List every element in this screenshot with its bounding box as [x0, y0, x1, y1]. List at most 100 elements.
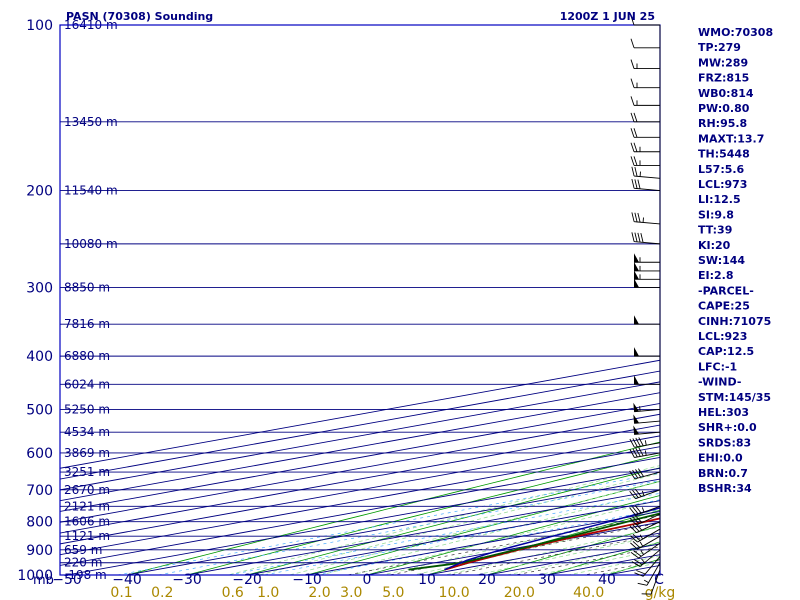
isotherm-line [64, 467, 660, 575]
wind-barb-feather [632, 489, 639, 498]
mixing-ratio-tick-label: 20.0 [504, 585, 535, 600]
wind-barb-half-feather [641, 507, 645, 513]
wind-barb-feather [630, 128, 635, 138]
wind-barb [629, 488, 661, 500]
index-item: WB0:814 [698, 87, 754, 100]
mixing-ratio-tick-label: 0.2 [151, 585, 173, 600]
wind-barb [634, 375, 660, 385]
wind-barb [629, 447, 661, 458]
wind-barb-staff [637, 528, 661, 543]
wind-barb-staff [634, 420, 661, 424]
height-label: 4534 m [64, 425, 110, 439]
temperature-tick-label: 10 [418, 572, 436, 588]
wind-barb-staff [636, 513, 661, 526]
pressure-tick-label: 600 [26, 446, 53, 462]
station-title: PASN (70308) Sounding [66, 10, 213, 23]
wind-barb-staff [634, 175, 661, 179]
wind-barb-feather [634, 212, 638, 223]
moist-adiabat-line [412, 518, 660, 575]
wind-barb-half-feather [639, 534, 644, 540]
isotherm-line [60, 413, 660, 523]
wind-barb [630, 59, 660, 69]
wind-barb-staff [637, 535, 661, 550]
wind-barb-feather [640, 233, 644, 243]
wind-barb-feather [638, 437, 644, 446]
index-item: EHI:0.0 [698, 452, 743, 465]
wind-barb [631, 232, 661, 245]
pressure-tick-label: 1000 [17, 568, 53, 584]
wind-barb-staff [634, 442, 661, 448]
wind-barb-feather [632, 438, 638, 448]
temperature-tick-label: −50 [52, 572, 82, 588]
wind-barb [629, 513, 661, 526]
wind-barb-feather [635, 522, 643, 531]
wind-barb-staff [636, 521, 661, 534]
wind-barb [629, 468, 661, 480]
wind-barb-flag [634, 347, 639, 357]
isotherm-line [184, 489, 660, 575]
pressure-tick-label: 500 [26, 402, 53, 418]
wind-barbs [629, 15, 661, 595]
wind-barb-half-feather [644, 450, 647, 456]
wind-barb-feather [630, 59, 635, 69]
temperature-tick-label: −20 [232, 572, 262, 588]
wind-barb [634, 270, 660, 280]
index-item: KI:20 [698, 239, 731, 252]
wind-barb-feather [634, 166, 638, 177]
wind-barb-half-feather [641, 490, 645, 496]
wind-barb-feather [632, 506, 639, 515]
height-label: 1606 m [64, 515, 110, 529]
mixing-ratio-unit-label: g/kg [645, 585, 676, 600]
wind-barb-feather [637, 232, 641, 243]
pressure-tick-label: 300 [26, 280, 53, 296]
height-label: 13450 m [64, 115, 118, 129]
dry-adiabat-line [485, 525, 660, 575]
wind-barb [630, 156, 660, 166]
wind-barb-staff [634, 452, 661, 458]
moist-adiabat-line [349, 499, 660, 575]
index-item: STM:145/35 [698, 391, 771, 404]
wind-barb-feather [630, 156, 635, 166]
wind-barb [630, 112, 660, 123]
height-label: 2121 m [64, 499, 110, 513]
isotherm-line [60, 424, 660, 534]
wind-barb [633, 414, 661, 424]
height-label: 11540 m [64, 184, 118, 198]
wind-barb-feather [631, 561, 641, 567]
wind-barb-staff [634, 408, 661, 413]
wind-barb-feather [632, 533, 641, 541]
index-item: SHR+:0.0 [698, 421, 757, 434]
wind-barb-flag [634, 278, 639, 288]
wind-barb-feather [638, 447, 644, 457]
wind-barb [630, 15, 660, 26]
mixing-ratio-tick-label: 0.6 [222, 585, 244, 600]
wind-barb [631, 212, 661, 225]
wind-barb-feather [632, 516, 640, 525]
height-label: 1121 m [64, 529, 110, 543]
mixing-ratio-line [582, 559, 660, 575]
isotherm-line [60, 392, 660, 502]
wind-barb [634, 261, 660, 272]
wind-barb-feather [635, 447, 641, 457]
index-item: TT:39 [698, 224, 732, 237]
index-item: WMO:70308 [698, 26, 773, 39]
wind-barb-staff [642, 556, 661, 577]
wind-barb-half-feather [640, 550, 644, 555]
wind-barb-staff [635, 489, 661, 500]
index-item: PW:0.80 [698, 102, 750, 115]
wind-barb-staff [646, 562, 661, 586]
wind-barb-staff [638, 542, 661, 559]
index-item: TH:5448 [698, 148, 750, 161]
wind-barb [634, 315, 660, 325]
wind-barb [631, 549, 661, 567]
isotherm-line [60, 446, 660, 556]
dry-adiabat-line [185, 454, 660, 575]
isotherm-line [124, 478, 660, 575]
wind-barb-feather [630, 112, 635, 122]
wind-barb-feather [632, 524, 640, 532]
mixing-ratio-tick-label: 5.0 [382, 585, 404, 600]
wind-barb-feather [630, 15, 635, 26]
mixing-ratio-tick-label: 1.0 [257, 585, 279, 600]
wind-barb [641, 569, 661, 595]
temperature-tick-label: −30 [172, 572, 202, 588]
